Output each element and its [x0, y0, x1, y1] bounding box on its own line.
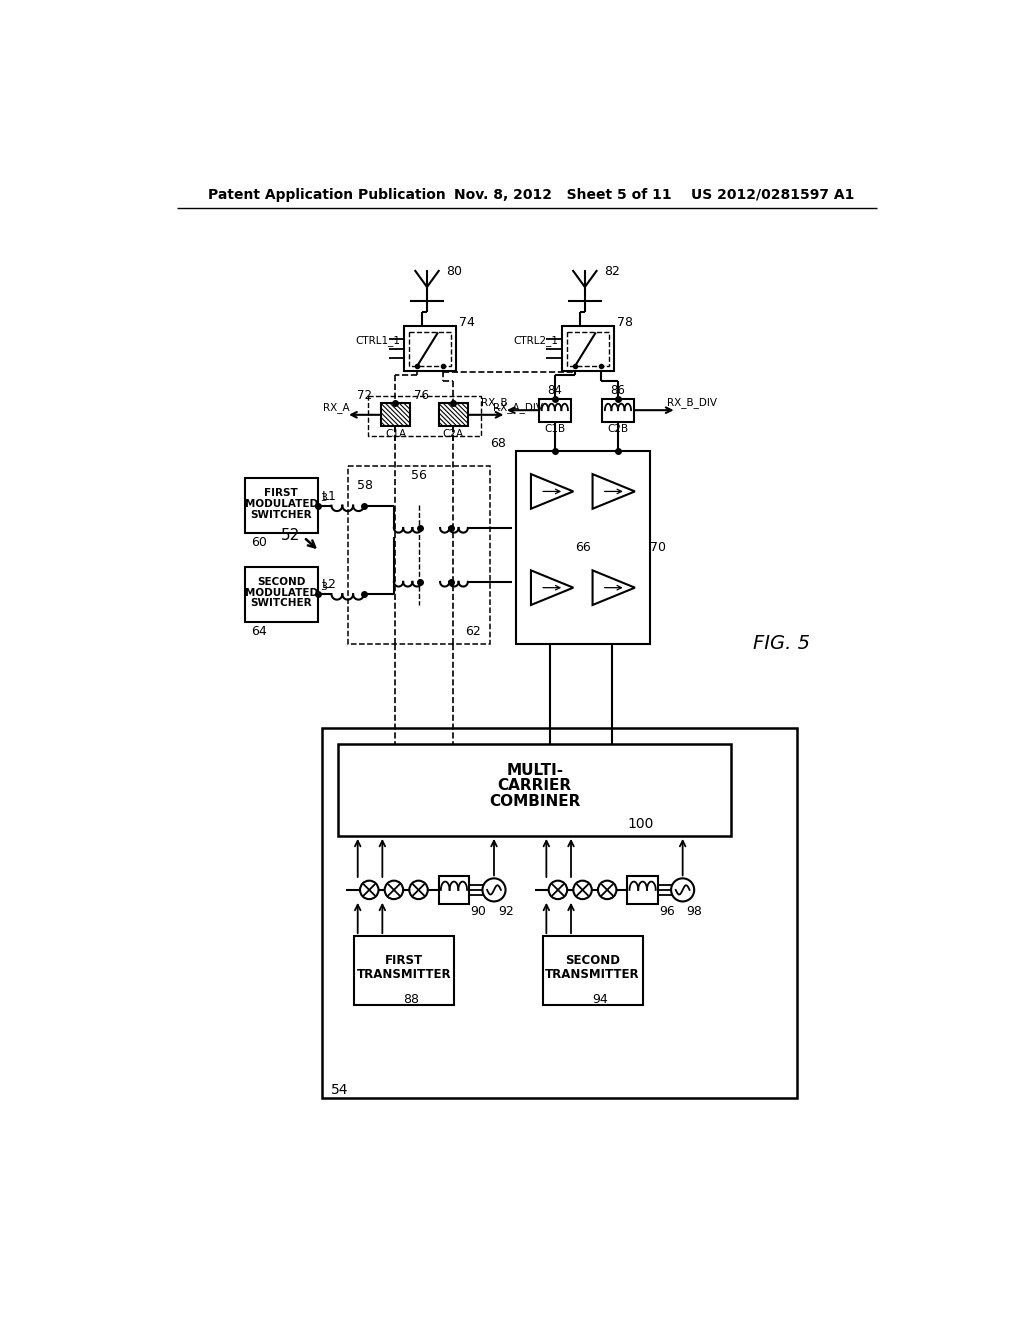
Text: RX_A_DIV: RX_A_DIV [493, 401, 543, 413]
Bar [381, 404, 410, 426]
Text: 70: 70 [650, 541, 666, 554]
Text: SECOND: SECOND [565, 954, 621, 968]
Bar [322, 729, 798, 1098]
Text: 82: 82 [604, 265, 620, 279]
Polygon shape [593, 570, 635, 605]
Text: 62: 62 [465, 626, 481, 639]
Text: SWITCHER: SWITCHER [250, 510, 312, 520]
Text: TRANSMITTER: TRANSMITTER [356, 968, 452, 981]
Text: MODULATED: MODULATED [245, 587, 317, 598]
Text: SWITCHER: SWITCHER [250, 598, 312, 609]
Text: 80: 80 [446, 265, 462, 279]
Text: C1A: C1A [385, 429, 406, 440]
Text: 3: 3 [319, 492, 327, 503]
Text: FIRST: FIRST [264, 488, 298, 499]
Text: FIRST: FIRST [385, 954, 423, 968]
Text: L1: L1 [322, 490, 337, 503]
Text: C2A: C2A [442, 429, 464, 440]
Bar [562, 326, 614, 371]
Text: C2B: C2B [607, 425, 629, 434]
Text: 86: 86 [610, 384, 626, 397]
Text: 78: 78 [617, 315, 633, 329]
Text: 90: 90 [471, 906, 486, 917]
Text: 60: 60 [251, 536, 266, 549]
Polygon shape [593, 474, 635, 508]
Bar [539, 399, 571, 422]
Text: 100: 100 [628, 817, 653, 832]
Text: CTRL1_1: CTRL1_1 [355, 335, 400, 346]
Text: C1B: C1B [545, 425, 565, 434]
Text: MODULATED: MODULATED [245, 499, 317, 510]
Text: 98: 98 [686, 906, 702, 917]
Bar [403, 326, 457, 371]
Text: COMBINER: COMBINER [489, 793, 581, 809]
Bar [602, 399, 634, 422]
Polygon shape [531, 570, 573, 605]
Text: TRANSMITTER: TRANSMITTER [545, 968, 640, 981]
Text: 84: 84 [548, 384, 562, 397]
Bar [438, 876, 469, 904]
Bar [339, 743, 731, 836]
Text: 52: 52 [281, 528, 300, 544]
Text: 96: 96 [659, 906, 675, 917]
Text: RX_A: RX_A [323, 401, 349, 413]
Text: 76: 76 [415, 389, 429, 403]
Text: 56: 56 [411, 469, 427, 482]
Text: RX_B: RX_B [480, 397, 507, 408]
Text: 92: 92 [498, 906, 514, 917]
Text: FIG. 5: FIG. 5 [753, 634, 810, 653]
Text: Patent Application Publication: Patent Application Publication [208, 187, 445, 202]
Text: CTRL2_1: CTRL2_1 [513, 335, 558, 346]
Text: Nov. 8, 2012   Sheet 5 of 11: Nov. 8, 2012 Sheet 5 of 11 [454, 187, 672, 202]
Text: 72: 72 [356, 389, 372, 403]
Bar [348, 466, 490, 644]
Text: SECOND: SECOND [257, 577, 305, 587]
Text: 64: 64 [251, 624, 266, 638]
Bar [515, 451, 650, 644]
Text: 68: 68 [490, 437, 506, 450]
Text: 58: 58 [357, 479, 373, 492]
Bar [628, 876, 658, 904]
Text: 74: 74 [460, 315, 475, 329]
Bar [438, 404, 468, 426]
Text: 66: 66 [575, 541, 591, 554]
Bar [368, 396, 481, 436]
Polygon shape [531, 474, 573, 508]
Bar [245, 566, 317, 622]
Bar [354, 936, 454, 1006]
Text: RX_B_DIV: RX_B_DIV [667, 397, 717, 408]
Bar [245, 478, 317, 533]
Text: 3: 3 [319, 582, 327, 591]
Text: MULTI-: MULTI- [506, 763, 563, 777]
Text: 54: 54 [331, 1084, 348, 1097]
Text: CARRIER: CARRIER [498, 779, 571, 793]
Text: L2: L2 [322, 578, 337, 591]
Text: 88: 88 [403, 993, 420, 1006]
Text: 94: 94 [593, 993, 608, 1006]
Text: US 2012/0281597 A1: US 2012/0281597 A1 [691, 187, 854, 202]
Bar [410, 331, 451, 366]
Bar [543, 936, 643, 1006]
Bar [567, 331, 608, 366]
